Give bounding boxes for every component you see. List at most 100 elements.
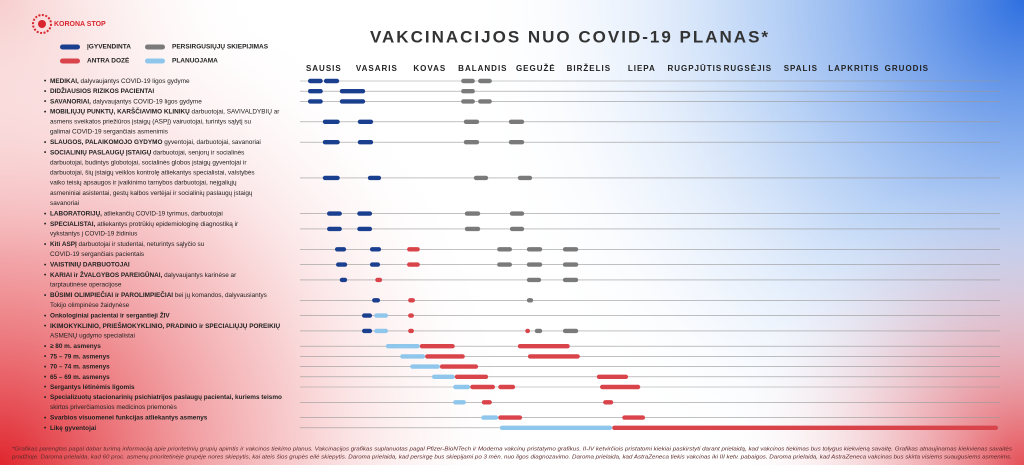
timeline-bar: [322, 140, 340, 145]
row-label: 75 – 79 m. asmenys: [50, 353, 110, 360]
row-label-bold: Likę gyventojai: [50, 424, 96, 431]
timeline-bar: [481, 400, 492, 405]
row-label-bold: Svarbios visuomenei funkcijas atliekanty…: [50, 414, 208, 421]
row: • KARIAI ir ŽVALGYBOS PAREIGŪNAI, dalyvau…: [44, 269, 1000, 289]
timeline-bar: [322, 119, 340, 124]
bullet: •: [44, 108, 47, 115]
row-label-line: ASMENŲ ugdymo specialistai: [50, 333, 135, 340]
timeline-bar: [407, 247, 420, 252]
timeline-bar: [339, 277, 348, 283]
row-label: Kiti ASPĮ darbuotojai ir studentai, netu…: [50, 241, 205, 248]
timeline-bar: [473, 175, 489, 181]
row-label-line: vykstantys į COVID-19 židinius: [50, 231, 137, 238]
row-label: MEDIKAI, dalyvaujantys COVID-19 ligos gy…: [50, 78, 190, 85]
timeline-bar: [431, 374, 455, 379]
row-label-text: atliekantys protrūkių epidemiologinę dia…: [95, 220, 239, 227]
month-label: GRUODIS: [885, 64, 929, 73]
timeline-bar: [562, 262, 579, 267]
timeline-bar: [357, 119, 374, 124]
row: • Svarbios visuomenei funkcijas atliekant…: [44, 414, 1000, 421]
bullet: •: [44, 220, 47, 227]
timeline-bar: [374, 328, 388, 334]
timeline-bar: [323, 78, 340, 84]
month-label: LIEPA: [628, 64, 656, 73]
timeline-bar: [463, 119, 480, 124]
timeline-bar: [497, 247, 512, 252]
timeline-bar: [499, 425, 613, 430]
legend-label: PERSIRGUSIŲJŲ SKIEPIJIMAS: [172, 44, 269, 51]
row-label: 65 – 69 m. asmenys: [50, 373, 110, 380]
row-label-bold: Specializuotų stacionarinių psichiatrijo…: [50, 394, 282, 401]
row-label: IKIMOKYKLINIO, PRIEŠMOKYKLINIO, PRADINIO…: [50, 320, 280, 329]
month-label: GEGUŽĖ: [516, 64, 556, 73]
row-label: SLAUGOS, PALAIKOMOJO GYDYMO gyventojai, …: [50, 139, 261, 146]
logo-icon-core: [38, 20, 46, 28]
row: • SOCIALINIŲ PASLAUGŲ ĮSTAIGŲ darbuotojai…: [44, 149, 1000, 207]
timeline-bar: [562, 247, 579, 252]
timeline-bar: [562, 277, 579, 283]
timeline-bar: [425, 354, 465, 359]
row-label-bold: MOBILIŲJŲ PUNKTŲ, KARŠČIAVIMO KLINIKŲ: [50, 106, 190, 115]
bullet: •: [44, 88, 47, 95]
timeline-bar: [498, 415, 523, 420]
timeline-bar: [362, 313, 373, 318]
row-label-bold: BŪSIMI OLIMPIEČIAI ir PAROLIMPIEČIAI: [50, 290, 173, 299]
month-label: RUGSĖJIS: [724, 64, 772, 73]
row-label: LABORATORIJŲ, atliekančių COVID-19 tyrim…: [50, 210, 223, 217]
timeline-bar: [517, 344, 570, 349]
bullet: •: [44, 78, 47, 85]
row-label: KARIAI ir ŽVALGYBOS PAREIGŪNAI, dalyvauj…: [50, 269, 237, 278]
timeline-bar: [357, 140, 374, 145]
timeline-bar: [478, 99, 492, 104]
row: • Sergantys lėtinėmis ligomis: [44, 384, 1000, 391]
row-label-bold: SAVANORIAI,: [50, 98, 91, 105]
timeline-bar: [461, 99, 475, 104]
bullet: •: [44, 363, 47, 370]
row-label: DIDŽIAUSIOS RIZIKOS PACIENTAI: [50, 86, 154, 95]
timeline-bar: [307, 99, 323, 104]
bullet: •: [44, 384, 47, 391]
row-label-text: darbuotojai, senjorų ir socialinės: [151, 149, 244, 156]
timeline-bar: [509, 211, 525, 216]
row-label-bold: VAISTINIŲ DARBUOTOJAI: [50, 261, 130, 268]
row-label: Sergantys lėtinėmis ligomis: [50, 384, 135, 391]
row-label-text: dalyvaujantys COVID-19 ligos gydyme: [91, 98, 202, 105]
row-label-bold: MEDIKAI,: [50, 78, 79, 85]
timeline-bar: [322, 175, 340, 181]
timeline-bar: [603, 400, 614, 405]
row-label: VAISTINIŲ DARBUOTOJAI: [50, 261, 130, 268]
month-label: KOVAS: [413, 64, 446, 73]
row-label: BŪSIMI OLIMPIEČIAI ir PAROLIMPIEČIAI bei…: [50, 290, 267, 299]
month-label: LAPKRITIS: [828, 64, 879, 73]
row-label-line: vaiko teisių apsaugos ir įvaikinimo tarn…: [50, 180, 237, 187]
row-label: Onkologiniai pacientai ir sergantieji ŽI…: [50, 310, 170, 319]
month-label: VASARIS: [356, 64, 398, 73]
bullet: •: [44, 373, 47, 380]
timeline-bar: [463, 140, 480, 145]
row-label-bold: Onkologiniai pacientai ir sergantieji ŽI…: [50, 310, 170, 319]
timeline-bar: [497, 262, 512, 267]
row-label-line: galimai COVID-19 sergančiais asmenimis: [50, 129, 168, 136]
bullet: •: [44, 271, 47, 278]
row-label-bold: 65 – 69 m. asmenys: [50, 373, 110, 380]
legend-swatch: [145, 58, 165, 64]
bullet: •: [44, 312, 47, 319]
row-label-bold: SOCIALINIŲ PASLAUGŲ ĮSTAIGŲ: [50, 149, 152, 156]
row-label-text: dalyvaujantys karinėse ar: [162, 271, 237, 278]
legend-swatch: [145, 44, 165, 50]
row: • IKIMOKYKLINIO, PRIEŠMOKYKLINIO, PRADINI…: [44, 320, 1000, 340]
timeline-bar: [454, 374, 489, 379]
row-label-text: gyventojai, darbuotojai, savanoriai: [162, 139, 260, 146]
row: • Onkologiniai pacientai ir sergantieji Ž…: [44, 310, 1000, 319]
row-label-text: dalyvaujantys COVID-19 ligos gydyme: [79, 78, 190, 85]
timeline-bar: [408, 313, 414, 318]
row: • VAISTINIŲ DARBUOTOJAI: [44, 261, 1000, 268]
row-label: Specializuotų stacionarinių psichiatrijo…: [50, 394, 282, 401]
bullet: •: [44, 98, 47, 105]
timeline-bar: [327, 226, 342, 232]
title: VAKCINACIJOS NUO COVID-19 PLANAS*: [370, 27, 770, 46]
timeline-bar: [464, 211, 481, 216]
timeline-bar: [509, 226, 525, 232]
row: • DIDŽIAUSIOS RIZIKOS PACIENTAI: [44, 86, 1000, 95]
row: • 75 – 79 m. asmenys: [44, 353, 1000, 360]
